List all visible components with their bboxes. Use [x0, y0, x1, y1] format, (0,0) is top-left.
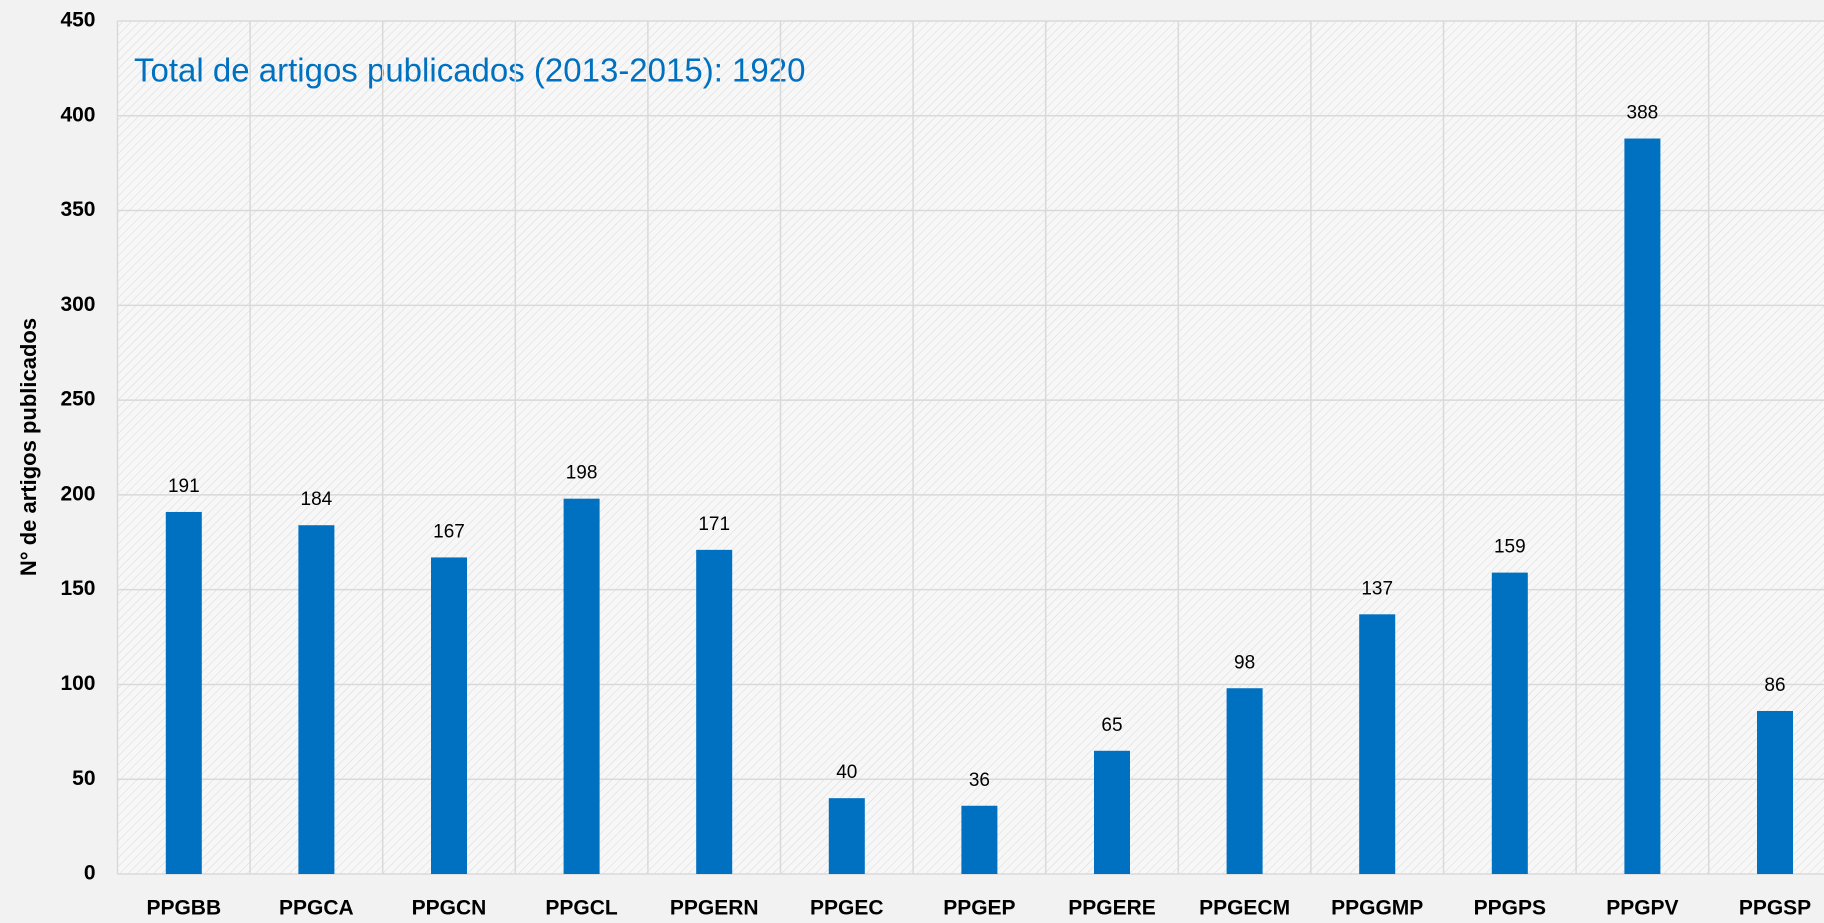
y-tick-label: 200 — [60, 482, 95, 505]
data-label: 40 — [836, 762, 857, 783]
x-tick-label: PPGERE — [1068, 897, 1156, 920]
x-tick-label: PPGCA — [279, 897, 354, 920]
y-tick-label: 100 — [60, 672, 95, 695]
x-tick-label: PPGSP — [1739, 897, 1811, 920]
x-tick-label: PPGERN — [670, 897, 759, 920]
data-label: 167 — [433, 521, 465, 542]
data-label: 159 — [1494, 537, 1526, 558]
bar — [165, 511, 202, 874]
data-label: 86 — [1764, 675, 1785, 696]
y-tick-label: 350 — [60, 198, 95, 221]
bar — [298, 525, 335, 874]
bar — [1226, 688, 1263, 874]
bar — [1624, 138, 1661, 875]
x-tick-label: PPGCL — [545, 897, 618, 920]
y-tick-label: 0 — [84, 862, 96, 885]
x-tick-label: PPGGMP — [1331, 897, 1423, 920]
y-axis-label: N° de artigos publicados — [16, 318, 41, 576]
x-tick-label: PPGCN — [412, 897, 487, 920]
data-label: 98 — [1234, 652, 1255, 673]
x-tick-label: PPGPV — [1606, 897, 1678, 920]
y-tick-label: 150 — [60, 577, 95, 600]
data-label: 137 — [1361, 578, 1393, 599]
x-tick-label: PPGPS — [1474, 897, 1546, 920]
x-tick-label: PPGECM — [1199, 897, 1290, 920]
x-tick-label: PPGEC — [810, 897, 884, 920]
x-tick-label: PPGBB — [146, 897, 221, 920]
x-tick-label: PPGEP — [943, 897, 1015, 920]
bar — [961, 805, 998, 874]
chart-title: Total de artigos publicados (2013-2015):… — [134, 52, 805, 89]
y-tick-label: 400 — [60, 103, 95, 126]
bar — [1491, 572, 1528, 874]
y-tick-label: 300 — [60, 293, 95, 316]
data-label: 191 — [168, 476, 200, 497]
bar — [1757, 710, 1793, 874]
bar — [431, 557, 467, 874]
data-label: 184 — [301, 489, 333, 510]
data-label: 388 — [1627, 103, 1659, 124]
data-label: 198 — [566, 463, 598, 484]
y-tick-label: 50 — [72, 767, 95, 790]
y-tick-label: 450 — [60, 9, 95, 32]
bar — [1094, 750, 1130, 874]
data-label: 36 — [969, 770, 990, 791]
data-label: 65 — [1101, 715, 1122, 736]
bar — [828, 798, 865, 874]
plot-background — [117, 21, 1824, 874]
bar — [696, 549, 733, 874]
bar — [1359, 614, 1396, 874]
bar — [563, 498, 600, 874]
data-label: 171 — [698, 514, 730, 535]
y-tick-label: 250 — [60, 388, 95, 411]
